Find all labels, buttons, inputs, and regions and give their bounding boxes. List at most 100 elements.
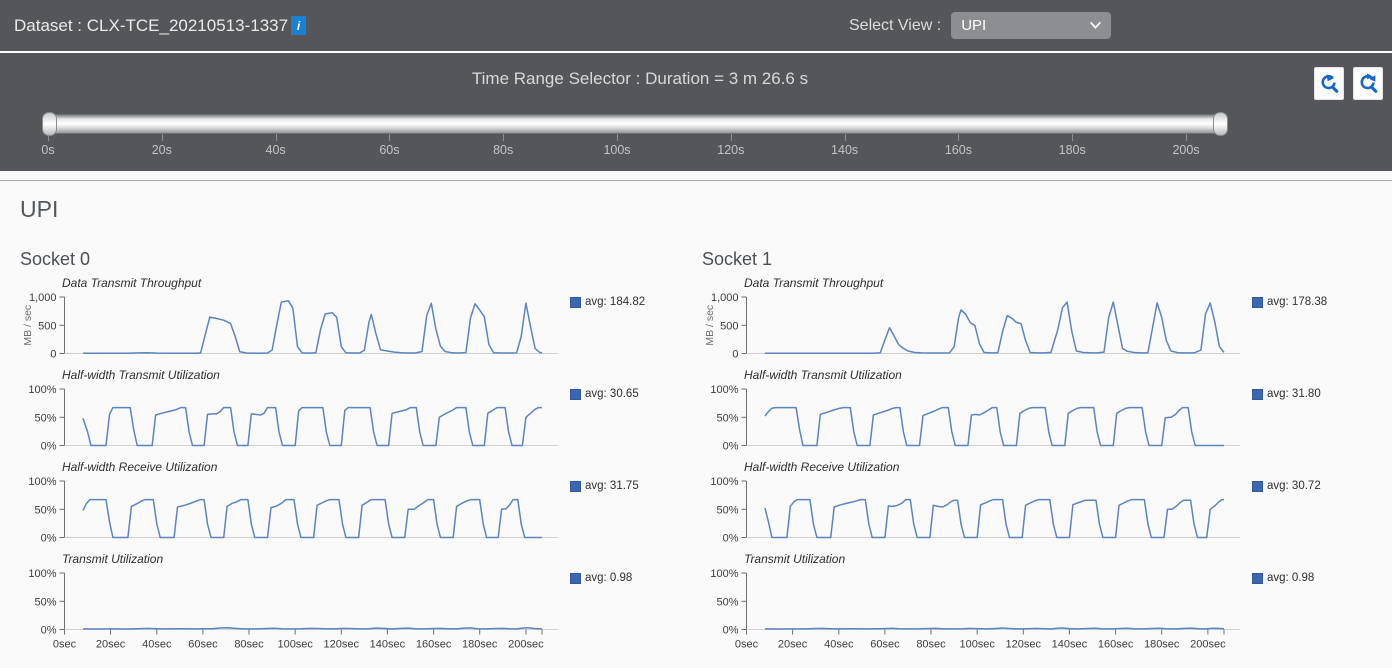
chart-title: Half-width Receive Utilization [744, 460, 900, 474]
slider-tick-label: 200s [1172, 143, 1200, 157]
legend-avg-value: avg: 31.75 [585, 480, 639, 492]
chart-row: 0% 50% 100% avg: 31.75 [20, 475, 682, 545]
svg-text:50%: 50% [34, 596, 56, 608]
chart-legend: avg: 184.82 [570, 296, 645, 308]
chevron-down-icon [1090, 22, 1101, 29]
svg-text:0%: 0% [41, 533, 57, 545]
chart-plot: 0% 50% 100% [28, 384, 558, 453]
chart-title: Half-width Receive Utilization [62, 460, 218, 474]
info-icon[interactable]: i [291, 16, 307, 35]
svg-text:100%: 100% [28, 384, 56, 396]
socket-1-section: Socket 1 Data Transmit Throughput 0 500 1,… [702, 249, 1364, 664]
chart-title: Half-width Transmit Utilization [62, 368, 220, 382]
chart: Transmit Utilization 0% 50% 100% 0sec 20sec 4… [702, 552, 1364, 657]
legend-avg-value: avg: 0.98 [585, 572, 633, 584]
zoom-reset-button[interactable] [1353, 67, 1383, 100]
time-slider-track[interactable] [45, 114, 1225, 134]
slider-tick-label: 140s [831, 143, 859, 157]
svg-text:100%: 100% [28, 568, 56, 580]
slider-tick-label: 60s [379, 143, 400, 157]
chart-plot: 0% 50% 100% 0sec 20sec 40sec 60sec 80sec 100sec 1… [710, 568, 1240, 651]
chart-legend: avg: 0.98 [1252, 572, 1314, 584]
svg-text:60sec: 60sec [870, 639, 900, 651]
chart: Half-width Receive Utilization 0% 50% 100%… [702, 460, 1364, 545]
chart: Data Transmit Throughput 0 500 1,000 MB / s… [702, 276, 1364, 361]
socket-title: Socket 0 [20, 249, 91, 269]
legend-swatch [1252, 296, 1263, 308]
svg-text:40sec: 40sec [824, 639, 854, 651]
time-slider: 0s 20s 40s 60s 80s 100s 120s 140s 160s 180s 200s [0, 111, 1392, 169]
svg-text:60sec: 60sec [188, 639, 218, 651]
time-slider-handle-right[interactable] [1213, 112, 1228, 136]
page-title: UPI [20, 196, 59, 222]
chart-row: 0 500 1,000 MB / sec avg: 178.38 [702, 291, 1364, 361]
select-view-dropdown[interactable]: UPI [951, 12, 1112, 39]
zoom-undo-button[interactable] [1314, 67, 1344, 100]
slider-tick-label: 160s [944, 143, 972, 157]
time-range-title: Time Range Selector : Duration = 3 m 26.… [471, 69, 809, 88]
chart-plot: 0% 50% 100% [710, 384, 1240, 453]
svg-text:100sec: 100sec [959, 639, 995, 651]
svg-text:500: 500 [720, 320, 738, 332]
svg-text:20sec: 20sec [96, 639, 126, 651]
chart: Data Transmit Throughput 0 500 1,000 MB / s… [20, 276, 682, 361]
slider-tick-label: 20s [151, 143, 172, 157]
chart-row: 0% 50% 100% 0sec 20sec 40sec 60sec 80sec 100sec 1… [20, 567, 682, 657]
svg-text:0sec: 0sec [735, 639, 759, 651]
chart-row: 0% 50% 100% avg: 30.65 [20, 383, 682, 453]
svg-text:0%: 0% [41, 441, 57, 453]
svg-text:50%: 50% [716, 412, 738, 424]
chart-legend: avg: 0.98 [570, 572, 632, 584]
chart: Transmit Utilization 0% 50% 100% 0sec 20sec 4… [20, 552, 682, 657]
chart-title: Data Transmit Throughput [62, 276, 202, 290]
dataset-label-group: Dataset : CLX-TCE_20210513-1337 i [14, 16, 307, 36]
slider-tick-label: 40s [265, 143, 286, 157]
chart: Half-width Receive Utilization 0% 50% 100%… [20, 460, 682, 545]
svg-text:1,000: 1,000 [29, 292, 57, 304]
svg-text:50%: 50% [716, 504, 738, 516]
chart-row: 0% 50% 100% avg: 30.72 [702, 475, 1364, 545]
chart-legend: avg: 30.65 [570, 388, 639, 400]
svg-text:80sec: 80sec [234, 639, 264, 651]
svg-text:0: 0 [50, 349, 56, 361]
chart-plot: 0% 50% 100% 0sec 20sec 40sec 60sec 80sec 100sec 1… [28, 568, 558, 651]
legend-avg-value: avg: 30.65 [585, 388, 639, 400]
chart-row: 0% 50% 100% avg: 31.80 [702, 383, 1364, 453]
time-range-buttons [1314, 67, 1383, 100]
chart-plot: 0% 50% 100% [710, 476, 1240, 545]
time-slider-handle-left[interactable] [42, 112, 57, 136]
legend-swatch [570, 480, 581, 492]
view-select-group: Select View : UPI [849, 0, 1112, 51]
chart-row: 0% 50% 100% 0sec 20sec 40sec 60sec 80sec 100sec 1… [702, 567, 1364, 657]
svg-text:MB / sec: MB / sec [704, 305, 716, 346]
zoom-reset-icon [1360, 72, 1378, 93]
chart: Half-width Transmit Utilization 0% 50% 100… [702, 368, 1364, 453]
sockets-row: Socket 0 Data Transmit Throughput 0 500 1,… [0, 249, 1392, 664]
chart-title: Half-width Transmit Utilization [744, 368, 902, 382]
chart-title: Transmit Utilization [744, 552, 846, 566]
top-bar: Dataset : CLX-TCE_20210513-1337 i Select… [0, 0, 1392, 53]
svg-text:0sec: 0sec [53, 639, 77, 651]
svg-text:120sec: 120sec [324, 639, 360, 651]
slider-tick-label: 0s [41, 143, 55, 157]
chart-row: 0 500 1,000 MB / sec avg: 184.82 [20, 291, 682, 361]
svg-text:180sec: 180sec [462, 639, 498, 651]
svg-text:100%: 100% [28, 476, 56, 488]
socket-title: Socket 1 [702, 249, 773, 269]
svg-text:200sec: 200sec [508, 639, 544, 651]
select-view-label: Select View : [849, 16, 942, 34]
svg-text:0%: 0% [723, 441, 739, 453]
legend-avg-value: avg: 184.82 [585, 296, 646, 308]
svg-text:20sec: 20sec [778, 639, 808, 651]
slider-tick-label: 180s [1058, 143, 1086, 157]
legend-avg-value: avg: 31.80 [1267, 388, 1321, 400]
slider-tick-label: 80s [493, 143, 514, 157]
svg-text:160sec: 160sec [416, 639, 452, 651]
svg-text:0: 0 [732, 349, 738, 361]
svg-text:0%: 0% [723, 625, 739, 637]
legend-swatch [570, 572, 581, 584]
time-range-selector: Time Range Selector : Duration = 3 m 26.… [0, 53, 1392, 171]
chart-legend: avg: 31.80 [1252, 388, 1321, 400]
svg-text:500: 500 [38, 320, 56, 332]
